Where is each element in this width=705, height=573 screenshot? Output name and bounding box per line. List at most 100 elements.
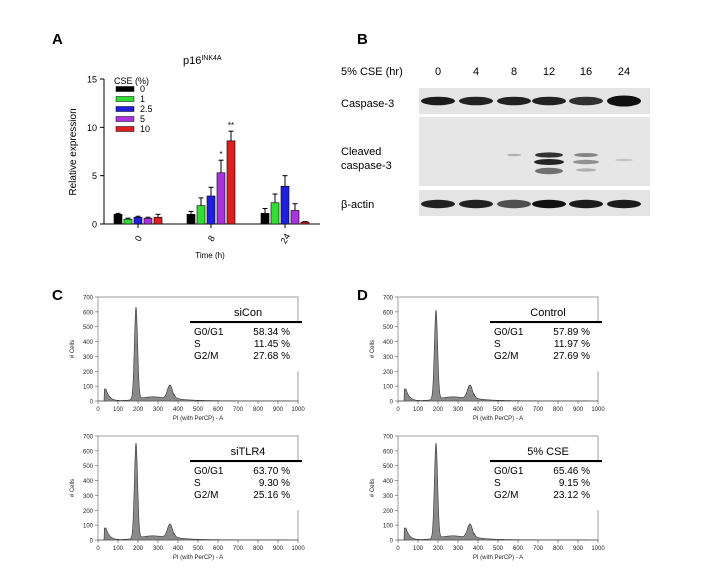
x-tick-label: 500 <box>193 546 204 552</box>
blot-band <box>535 167 563 175</box>
y-tick-label: 100 <box>83 524 94 530</box>
x-tick-label: 1000 <box>591 546 605 552</box>
y-tick-label: 600 <box>383 449 394 455</box>
phase-label: S <box>194 478 201 489</box>
phase-value: 11.45 % <box>254 339 290 350</box>
y-tick-label: 300 <box>383 355 394 361</box>
y-tick-label: 0 <box>390 400 394 406</box>
histogram <box>398 309 599 402</box>
x-tick-label: 300 <box>153 546 164 552</box>
x-axis-label: PI (with PerCP) - A <box>473 555 523 561</box>
blot-band <box>421 199 455 209</box>
blot-band <box>569 199 603 209</box>
legend-label: 5 <box>140 114 145 124</box>
blot-band <box>607 95 641 107</box>
x-tick-label: 700 <box>233 546 244 552</box>
x-tick-label: 1000 <box>291 407 305 413</box>
blot-band <box>532 96 566 106</box>
x-tick-label: 200 <box>133 407 144 413</box>
y-tick-label: 500 <box>383 464 394 470</box>
phase-value: 9.30 % <box>259 478 290 489</box>
stats-box <box>190 323 302 372</box>
x-tick-label: 100 <box>413 407 424 413</box>
y-tick-label: 15 <box>87 75 97 85</box>
timepoint-label: 0 <box>435 66 441 78</box>
x-tick-label: 700 <box>233 407 244 413</box>
x-tick-label: 24 <box>279 232 293 246</box>
blot-band <box>535 152 563 158</box>
timepoint-label: 4 <box>473 66 479 78</box>
x-tick-label: 1000 <box>591 407 605 413</box>
x-tick-label: 600 <box>513 407 524 413</box>
y-tick-label: 400 <box>383 479 394 485</box>
y-axis-label: Relative expression <box>68 108 79 195</box>
bar-cse-5-t24 <box>290 210 300 225</box>
x-tick-label: 600 <box>213 407 224 413</box>
phase-label: G2/M <box>194 351 218 362</box>
blot-band <box>607 199 641 209</box>
blot-band <box>615 158 633 162</box>
significance-marks: *** <box>219 121 234 159</box>
y-tick-label: 0 <box>92 220 97 230</box>
x-tick-label: 800 <box>253 546 264 552</box>
legend-swatch <box>115 106 135 112</box>
x-tick-label: 100 <box>413 546 424 552</box>
phase-label: S <box>194 339 201 350</box>
blot-band <box>497 96 531 106</box>
phase-label: G0/G1 <box>494 327 524 338</box>
x-axis-label: PI (with PerCP) - A <box>173 555 223 561</box>
panel-label-d: D <box>357 287 368 304</box>
x-tick-label: 700 <box>533 407 544 413</box>
x-tick-label: 700 <box>533 546 544 552</box>
title-underline <box>490 321 602 324</box>
histogram <box>98 306 299 402</box>
y-tick-label: 500 <box>83 325 94 331</box>
blot-band <box>459 199 493 209</box>
chart-title: p16INK4A <box>183 55 222 67</box>
phase-value: 58.34 % <box>253 327 290 338</box>
x-tick-label: 900 <box>273 546 284 552</box>
x-tick-label: 800 <box>253 407 264 413</box>
plot-title: siTLR4 <box>231 446 266 458</box>
bar-cse-5-t0 <box>143 217 153 225</box>
y-tick-label: 700 <box>83 435 94 441</box>
x-tick-label: 300 <box>453 407 464 413</box>
legend-swatch <box>115 116 135 122</box>
y-tick-label: 200 <box>383 370 394 376</box>
y-tick-label: 200 <box>83 370 94 376</box>
legend-label: 1 <box>140 94 145 104</box>
significance-mark: ** <box>228 121 234 130</box>
title-underline <box>190 321 302 324</box>
significance-mark: * <box>219 150 222 159</box>
y-axis-label: # Cells <box>370 340 376 358</box>
phase-value: 27.68 % <box>253 351 290 362</box>
blot-band <box>507 153 521 157</box>
plot-title: Control <box>530 307 565 319</box>
y-tick-label: 5 <box>92 171 97 181</box>
x-axis-label: PI (with PerCP) - A <box>473 416 523 422</box>
row-label-cleaved-line1: Cleaved <box>341 146 381 158</box>
x-tick-label: 0 <box>396 546 400 552</box>
bar-cse-1-t8 <box>196 205 206 225</box>
blot-band <box>497 199 531 209</box>
row-label-caspase-3: Caspase-3 <box>341 98 394 110</box>
phase-label: G2/M <box>494 490 518 501</box>
y-axis-label: # Cells <box>70 479 76 497</box>
row-label-cleaved-line2: caspase-3 <box>341 160 392 172</box>
y-tick-label: 400 <box>83 479 94 485</box>
x-tick-label: 8 <box>206 234 217 243</box>
x-tick-label: 600 <box>513 546 524 552</box>
bar-cse-0-t0 <box>113 214 123 225</box>
phase-value: 65.46 % <box>553 466 590 477</box>
title-underline <box>190 460 302 463</box>
x-tick-label: 300 <box>453 546 464 552</box>
y-tick-label: 300 <box>83 355 94 361</box>
y-ticks: 0 5 10 15 <box>87 75 104 230</box>
y-tick-label: 700 <box>383 435 394 441</box>
bar-cse-10-t0 <box>153 216 163 225</box>
blot-strip-cleaved-caspase-3 <box>419 117 650 186</box>
blot-band <box>534 159 564 165</box>
panel-b-western-blot: 5% CSE (hr) 0 4 8 12 16 24 Caspase-3 Cleaved … <box>341 66 650 216</box>
stats-box <box>490 323 602 372</box>
y-tick-label: 400 <box>83 340 94 346</box>
